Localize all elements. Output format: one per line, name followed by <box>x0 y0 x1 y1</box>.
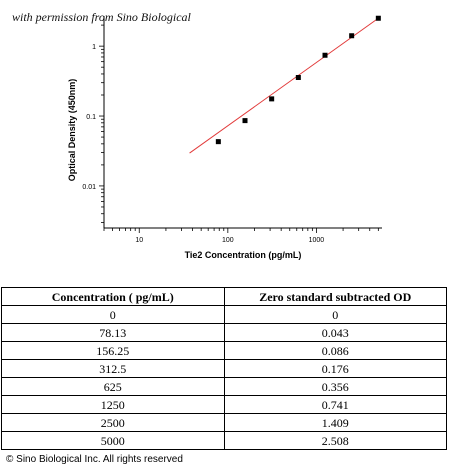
table-row: 2500 1.409 <box>1 413 447 432</box>
table-row: 1250 0.741 <box>1 395 447 414</box>
data-points-group <box>215 15 381 145</box>
od-cell: 0.086 <box>223 341 447 360</box>
table-row: 78.13 0.043 <box>1 323 447 342</box>
od-cell: 2.508 <box>223 431 447 450</box>
od-cell: 0.741 <box>223 395 447 414</box>
concentration-cell: 625 <box>1 377 225 396</box>
data-point <box>349 33 355 39</box>
data-point <box>295 74 301 80</box>
chart-axes: 10 100 1000 1 0.1 0.01 <box>82 16 382 244</box>
copyright-footer: © Sino Biological Inc. All rights reserv… <box>6 454 183 465</box>
concentration-cell: 156.25 <box>1 341 225 360</box>
table-row: 5000 2.508 <box>1 431 447 450</box>
y-tick-label: 0.1 <box>86 114 96 121</box>
od-cell: 0.176 <box>223 359 447 378</box>
concentration-cell: 312.5 <box>1 359 225 378</box>
concentration-header: Concentration ( pg/mL) <box>1 287 225 306</box>
x-tick-label: 10 <box>135 237 143 244</box>
table-row: 625 0.356 <box>1 377 447 396</box>
concentration-cell: 0 <box>1 305 225 324</box>
data-point <box>322 52 328 58</box>
od-cell: 0 <box>223 305 447 324</box>
concentration-cell: 2500 <box>1 413 225 432</box>
table-row: 312.5 0.176 <box>1 359 447 378</box>
concentration-cell: 1250 <box>1 395 225 414</box>
od-cell: 0.356 <box>223 377 447 396</box>
od-cell: 0.043 <box>223 323 447 342</box>
fit-line <box>189 17 379 154</box>
data-point <box>215 139 221 145</box>
x-axis-label: Tie2 Concentration (pg/mL) <box>185 250 302 260</box>
x-tick-label: 100 <box>222 237 234 244</box>
concentration-cell: 78.13 <box>1 323 225 342</box>
data-point <box>242 118 248 124</box>
x-tick-label: 1000 <box>309 237 325 244</box>
y-tick-label: 0.01 <box>82 184 96 191</box>
standard-curve-chart: 10 100 1000 1 0.1 0.01 Optical Density (450nm… <box>67 15 382 260</box>
standards-table: Concentration ( pg/mL) Zero standard sub… <box>1 287 447 450</box>
concentration-cell: 5000 <box>1 431 225 450</box>
y-tick-label: 1 <box>92 44 96 51</box>
od-cell: 1.409 <box>223 413 447 432</box>
table-header-row: Concentration ( pg/mL) Zero standard sub… <box>1 287 447 306</box>
permission-note: with permission from Sino Biological <box>12 10 191 24</box>
od-header: Zero standard subtracted OD <box>223 287 447 306</box>
y-axis-label: Optical Density (450nm) <box>67 79 77 182</box>
fit-line-group <box>189 17 379 154</box>
data-point <box>375 15 381 21</box>
table-row: 156.25 0.086 <box>1 341 447 360</box>
data-point <box>269 96 275 102</box>
